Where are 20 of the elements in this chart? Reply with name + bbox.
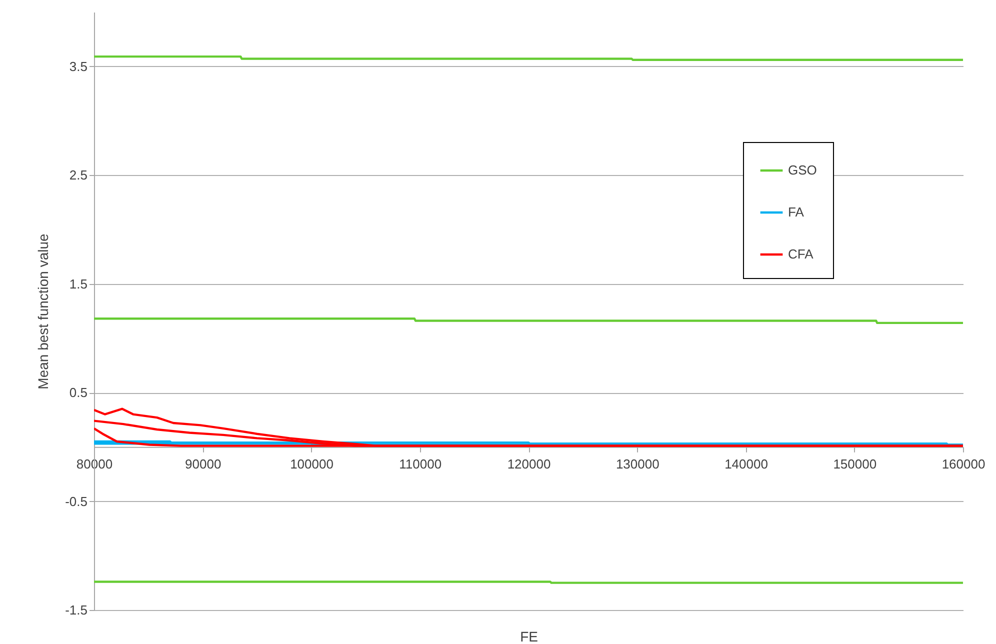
legend-label: FA: [788, 204, 804, 220]
x-tick-label: 150000: [833, 456, 877, 472]
y-axis-title: Mean best function value: [35, 233, 52, 390]
x-tick-label: 160000: [942, 456, 986, 472]
y-tick-label: 1.5: [69, 276, 88, 292]
y-tick-label: -1.5: [65, 602, 88, 618]
y-tick-label: -0.5: [65, 494, 88, 509]
x-tick-label: 100000: [290, 456, 334, 472]
x-tick-label: 140000: [724, 456, 768, 472]
y-tick-label: 2.5: [69, 168, 88, 183]
x-tick-label: 90000: [185, 456, 222, 472]
y-tick-label: 0.5: [69, 385, 88, 400]
legend-label: CFA: [788, 246, 814, 262]
x-tick-label: 120000: [507, 456, 551, 472]
x-axis-title: FE: [520, 628, 538, 644]
x-tick-label: 130000: [616, 456, 660, 472]
y-tick-label: 3.5: [69, 58, 88, 74]
x-tick-label: 110000: [399, 456, 442, 472]
legend-label: GSO: [788, 162, 817, 178]
x-tick-label: 80000: [76, 456, 113, 472]
